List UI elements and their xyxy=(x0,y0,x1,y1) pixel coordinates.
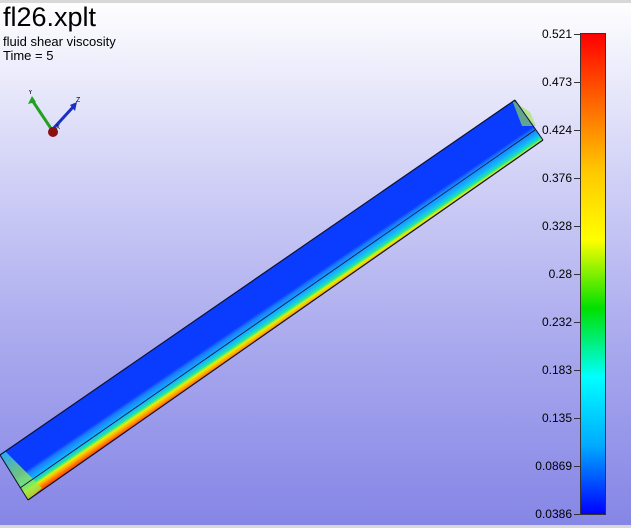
legend-tick-label: 0.183 xyxy=(541,363,572,377)
legend-tick-label: 0.28 xyxy=(548,267,572,281)
z-axis-label: Z xyxy=(76,97,81,104)
legend-tick-mark xyxy=(574,178,580,179)
tube-end-cap xyxy=(0,450,42,500)
tube-inner-edge xyxy=(19,129,536,489)
tube-near-end-edge xyxy=(0,454,29,501)
file-title: fl26.xplt xyxy=(3,2,97,32)
legend-tick-mark xyxy=(574,514,580,515)
legend-tick-mark xyxy=(574,370,580,371)
legend-colorbar xyxy=(580,33,606,515)
legend-tick-label: 0.376 xyxy=(541,171,572,185)
tube-surface xyxy=(0,100,543,500)
y-axis-line xyxy=(30,99,54,131)
legend-tick-label: 0.328 xyxy=(541,219,572,233)
legend-tick-mark xyxy=(574,466,580,467)
z-axis-arrow-icon xyxy=(70,102,77,111)
legend-tick-mark xyxy=(574,274,580,275)
legend-tick-mark xyxy=(574,418,580,419)
legend-tick-label: 0.0386 xyxy=(535,507,572,521)
legend-tick-label: 0.521 xyxy=(541,27,572,41)
legend-tick-label: 0.232 xyxy=(541,315,572,329)
legend-tick-mark xyxy=(574,322,580,323)
tube-top-edge xyxy=(0,99,516,456)
legend-tick-label: 0.135 xyxy=(541,411,572,425)
z-axis-line xyxy=(50,104,76,132)
viewport-frame-top xyxy=(0,0,631,3)
legend-tick-mark xyxy=(574,82,580,83)
legend-tick-mark xyxy=(574,34,580,35)
legend-tick-mark xyxy=(574,130,580,131)
tube-bottom-edge xyxy=(27,139,544,501)
legend-tick-label: 0.473 xyxy=(541,75,572,89)
x-axis-dot-icon xyxy=(48,127,58,137)
legend-tick-label: 0.424 xyxy=(541,123,572,137)
axis-triad: Y Z X xyxy=(28,90,81,137)
y-axis-label: Y xyxy=(28,90,33,96)
legend-tick-label: 0.0869 xyxy=(535,459,572,473)
tube-far-end-edge xyxy=(514,99,544,141)
x-axis-label: X xyxy=(56,125,60,131)
viewport-frame-bottom xyxy=(0,525,631,528)
time-label: Time = 5 xyxy=(3,48,54,63)
legend-tick-mark xyxy=(574,226,580,227)
variable-label: fluid shear viscosity xyxy=(3,34,116,49)
y-axis-arrow-icon xyxy=(28,96,36,104)
